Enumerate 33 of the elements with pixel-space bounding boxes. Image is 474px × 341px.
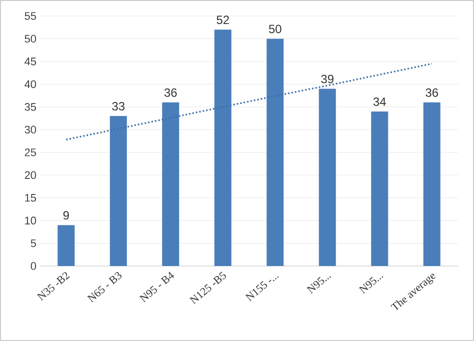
- data-label: 9: [63, 211, 69, 220]
- y-tick-label: 35: [24, 103, 36, 111]
- y-tick-label: 40: [24, 80, 36, 88]
- x-tick-label: N95 - B4: [139, 272, 174, 303]
- data-label: 52: [216, 16, 229, 24]
- data-label: 36: [164, 88, 177, 97]
- y-tick-label: 25: [24, 148, 36, 156]
- data-label: 50: [268, 24, 282, 34]
- bar: [58, 225, 75, 266]
- data-label: 33: [112, 102, 124, 110]
- y-tick-label: 30: [24, 126, 36, 134]
- x-tick-label: N95...: [306, 276, 331, 294]
- x-tick-label: N65 - B3: [86, 272, 122, 303]
- bar: [110, 116, 127, 266]
- x-tick-label: N95...: [358, 276, 384, 294]
- y-tick-label: 45: [24, 58, 36, 66]
- y-tick-label: 55: [24, 12, 36, 20]
- bar: [371, 111, 388, 266]
- y-tick-label: 50: [24, 34, 36, 43]
- bar: [318, 88, 336, 266]
- data-label: 34: [373, 97, 386, 106]
- data-label: 39: [321, 74, 334, 84]
- y-tick-label: 20: [24, 171, 36, 179]
- y-tick-label: 0: [30, 262, 36, 270]
- bar: [423, 102, 440, 266]
- x-tick-label: N35 -B2: [36, 272, 70, 301]
- y-tick-label: 5: [30, 239, 36, 248]
- y-tick-label: 10: [25, 216, 36, 224]
- bar: [266, 38, 284, 266]
- bar: [214, 30, 232, 266]
- data-label: 36: [426, 88, 438, 97]
- y-tick-label: 15: [25, 194, 36, 202]
- bar: [162, 102, 180, 266]
